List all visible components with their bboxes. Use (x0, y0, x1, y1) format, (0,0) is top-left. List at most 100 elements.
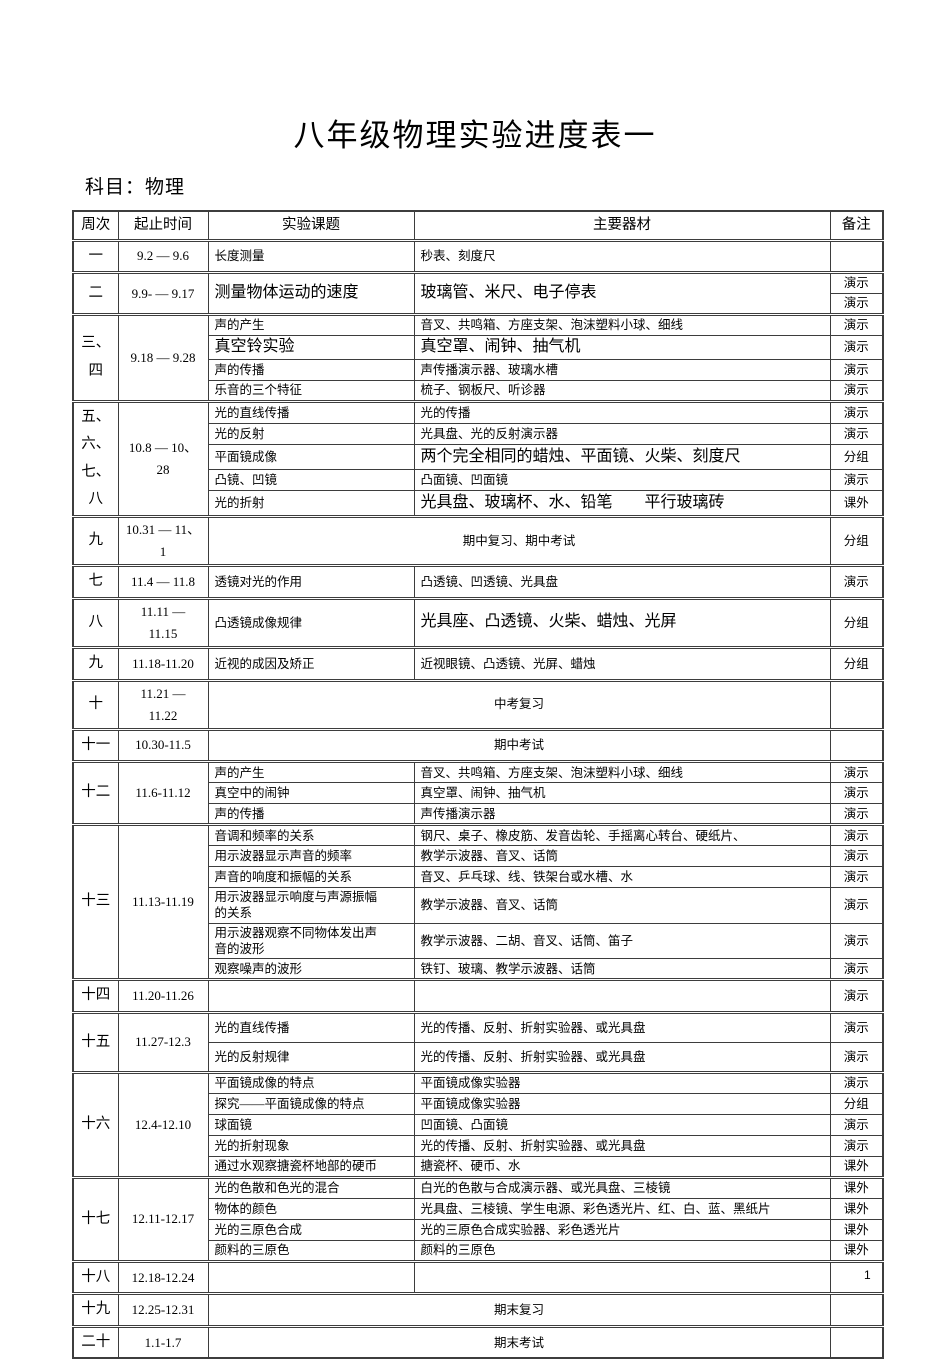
table-row: 用示波器观察不同物体发出声 音的波形 教学示波器、二胡、音叉、话筒、笛子 演示 (73, 922, 884, 960)
column-header: 起止时间 (117, 210, 209, 242)
topic-cell: 光的色散和色光的混合 (207, 1175, 415, 1199)
equipment-cell (413, 1259, 831, 1295)
note-cell: 课外 (829, 1218, 884, 1241)
table-row: 九 11.18-11.20 近视的成因及矫正 近视眼镜、凸透镜、光屏、蜡烛 分组 (72, 645, 884, 681)
topic-cell: 声音的响度和振幅的关系 (207, 866, 415, 889)
topic-cell: 光的直线传播 (207, 399, 415, 424)
note-cell: 演示 (829, 1010, 884, 1043)
note-cell: 演示 (829, 564, 884, 599)
table-row: 声的传播 声传播演示器 演示 (73, 803, 884, 826)
week-cell: 九 (72, 645, 119, 681)
time-cell: 9.2 — 9.6 (117, 238, 209, 274)
note-cell: 演示 (829, 399, 884, 424)
equipment-cell: 白光的色散与合成演示器、或光具盘、三棱镜 (413, 1175, 831, 1199)
note-cell (829, 727, 884, 763)
note-cell: 分组 (829, 596, 884, 648)
time-cell: 10.30-11.5 (117, 727, 209, 763)
note-cell: 课外 (829, 1197, 884, 1220)
topic-cell (207, 978, 415, 1013)
table-row: 十五 11.27-12.3 光的直线传播 光的传播、反射、折射实验器、或光具盘 演示 (72, 1010, 884, 1073)
topic-cell: 平面镜成像的特点 (207, 1070, 415, 1094)
topic-cell: 用示波器观察不同物体发出声 音的波形 (207, 922, 415, 960)
note-cell: 课外 (829, 490, 884, 518)
equipment-cell: 光的传播、反射、折射实验器、或光具盘 (413, 1010, 831, 1043)
topic-cell: 声的传播 (207, 803, 415, 826)
equipment-cell: 光具盘、玻璃杯、水、铅笔 平行玻璃砖 (413, 490, 831, 518)
column-header: 周次 (72, 210, 119, 242)
topic-cell: 真空铃实验 (207, 335, 415, 360)
note-cell: 演示 (829, 422, 884, 446)
topic-cell: 探究——平面镜成像的特点 (207, 1092, 415, 1115)
note-cell (829, 1292, 884, 1327)
equipment-cell: 真空罩、闹钟、抽气机 (413, 335, 831, 360)
equipment-cell: 光具盘、光的反射演示器 (413, 422, 831, 446)
time-cell: 9.9- — 9.17 (117, 271, 209, 316)
page-title: 八年级物理实验进度表一 (293, 118, 657, 153)
table-row: 五、 六、 七、 八 10.8 — 10、28 光的直线传播 光的传播 演示 (72, 399, 884, 518)
topic-cell: 声的产生 (207, 760, 415, 784)
equipment-cell: 教学示波器、二胡、音叉、话筒、笛子 (413, 922, 831, 960)
table-row: 八 11.11 — 11.15 凸透镜成像规律 光具座、凸透镜、火柴、蜡烛、光屏 分组 (72, 596, 884, 648)
week-cell: 十七 (72, 1175, 119, 1262)
equipment-cell: 音叉、共鸣箱、方座支架、泡沫塑料小球、细线 (413, 760, 831, 784)
equipment-cell: 玻璃管、米尺、电子停表 (413, 271, 831, 316)
time-cell: 12.11-12.17 (117, 1175, 209, 1262)
topic-cell: 测量物体运动的速度 (207, 271, 415, 316)
topic-cell: 光的直线传播 (207, 1010, 415, 1043)
table-row: 平面镜成像 两个完全相同的蜡烛、平面镜、火柴、刻度尺 分组 (73, 444, 884, 470)
note-cell: 演示 (829, 887, 884, 924)
topic-cell: 声的产生 (207, 313, 415, 337)
equipment-cell: 教学示波器、音叉、话筒 (413, 845, 831, 868)
time-cell: 10.8 — 10、28 (117, 399, 209, 518)
equipment-cell: 音叉、乒乓球、线、铁架台或水槽、水 (413, 866, 831, 889)
note-cell: 演示 (829, 271, 884, 295)
equipment-cell: 光的传播、反射、折射实验器、或光具盘 (413, 1134, 831, 1157)
merged-span-cell: 期中考试 (207, 727, 831, 763)
note-cell: 分组 (829, 1092, 884, 1115)
topic-cell: 透镜对光的作用 (207, 564, 415, 599)
time-cell: 11.6-11.12 (117, 760, 209, 826)
equipment-cell: 光的三原色合成实验器、彩色透光片 (413, 1218, 831, 1241)
merged-span-cell: 中考复习 (207, 678, 831, 730)
topic-cell: 通过水观察搪瓷杯地部的硬币 (207, 1155, 415, 1178)
equipment-cell: 凹面镜、凸面镜 (413, 1113, 831, 1136)
note-cell: 演示 (829, 782, 884, 805)
topic-cell: 乐音的三个特征 (207, 379, 415, 402)
table-row: 颜料的三原色 颜料的三原色 课外 (73, 1239, 884, 1262)
week-cell: 十 (72, 678, 119, 730)
table-row: 二 9.9- — 9.17 测量物体运动的速度 玻璃管、米尺、电子停表 演示 (72, 271, 884, 316)
time-cell: 11.27-12.3 (117, 1010, 209, 1073)
equipment-cell: 声传播演示器、玻璃水槽 (413, 358, 831, 381)
topic-cell: 光的折射现象 (207, 1134, 415, 1157)
table-row: 七 11.4 — 11.8 透镜对光的作用 凸透镜、凹透镜、光具盘 演示 (72, 564, 884, 599)
note-cell: 分组 (829, 444, 884, 470)
week-cell: 二十 (72, 1324, 119, 1359)
topic-cell (207, 1259, 415, 1295)
week-cell: 二 (72, 271, 119, 316)
header-row: 周次 起止时间 实验课题 主要器材 备注 (72, 210, 884, 242)
time-cell: 11.21 — 11.22 (117, 678, 209, 730)
time-cell: 11.4 — 11.8 (117, 564, 209, 599)
equipment-cell: 音叉、共鸣箱、方座支架、泡沫塑料小球、细线 (413, 313, 831, 337)
equipment-cell: 真空罩、闹钟、抽气机 (413, 782, 831, 805)
week-cell: 三、 四 (72, 313, 119, 402)
note-cell: 分组 (829, 645, 884, 681)
note-cell: 演示 (829, 922, 884, 960)
note-cell: 演示 (829, 958, 884, 981)
table-row: 十七 12.11-12.17 光的色散和色光的混合 白光的色散与合成演示器、或光具盘、… (72, 1175, 884, 1262)
topic-cell: 凸镜、凹镜 (207, 468, 415, 492)
topic-cell: 观察噪声的波形 (207, 958, 415, 981)
time-cell: 12.25-12.31 (117, 1292, 209, 1327)
note-cell: 分组 (829, 515, 884, 567)
note-cell: 演示 (829, 803, 884, 826)
equipment-cell: 光具盘、三棱镜、学生电源、彩色透光片、红、白、蓝、黑纸片 (413, 1197, 831, 1220)
table-row: 光的反射规律 光的传播、反射、折射实验器、或光具盘 演示 (73, 1041, 884, 1073)
table-row: 真空中的闹钟 真空罩、闹钟、抽气机 演示 (73, 782, 884, 805)
column-header: 实验课题 (207, 210, 415, 242)
equipment-cell (413, 978, 831, 1013)
equipment-cell: 光的传播、反射、折射实验器、或光具盘 (413, 1041, 831, 1073)
equipment-cell: 两个完全相同的蜡烛、平面镜、火柴、刻度尺 (413, 444, 831, 470)
week-cell: 十六 (72, 1070, 119, 1178)
note-cell (829, 678, 884, 730)
equipment-cell: 梳子、钢板尺、听诊器 (413, 379, 831, 402)
